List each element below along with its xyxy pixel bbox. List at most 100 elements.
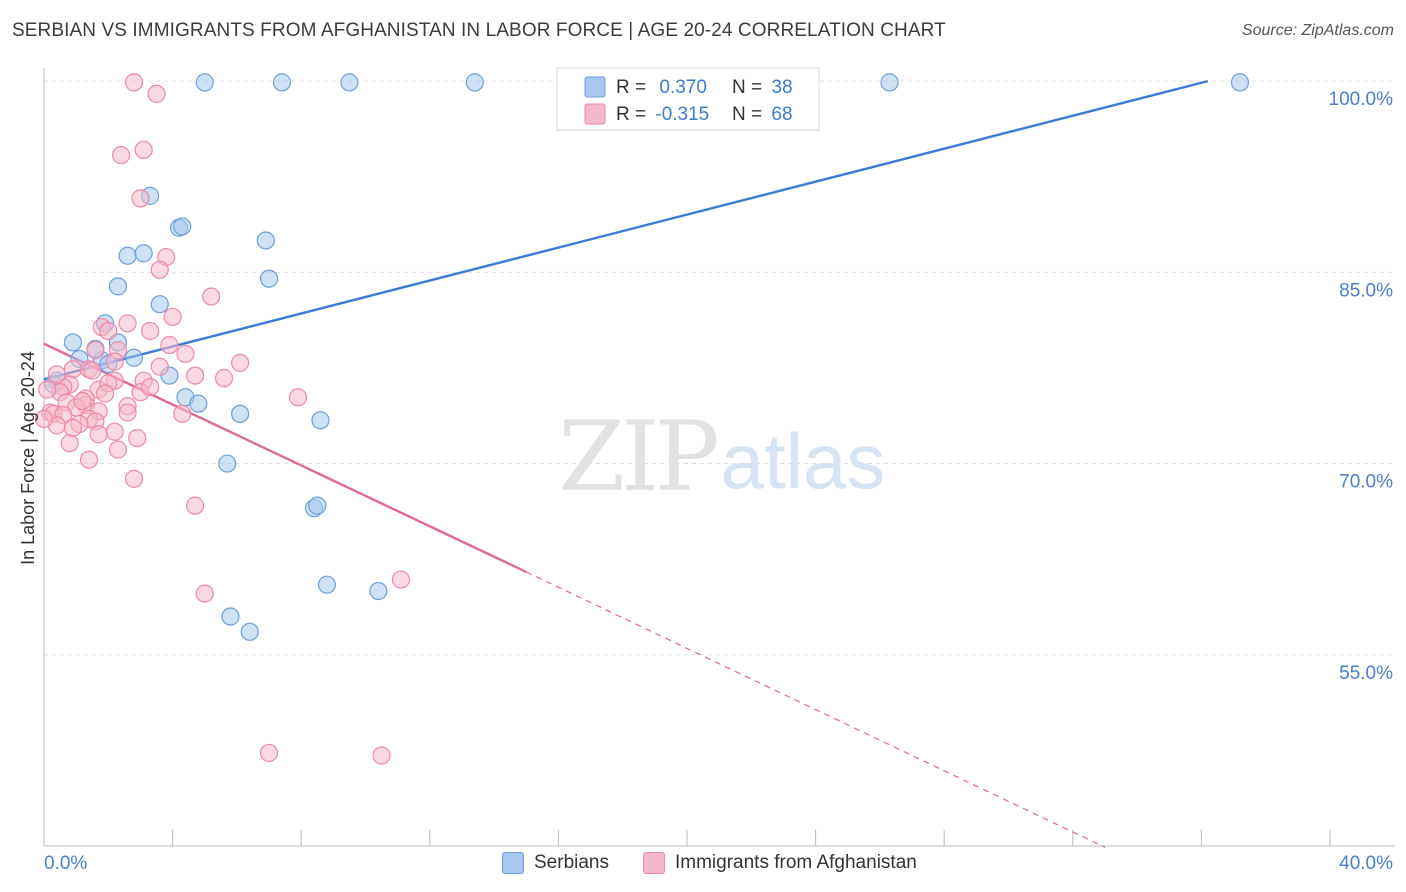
point-serbians xyxy=(195,73,214,92)
point-serbians xyxy=(231,404,250,423)
point-serbians xyxy=(63,333,83,352)
point-serbians xyxy=(240,622,259,641)
legend-r-value-2: -0.315 xyxy=(655,104,709,125)
point-serbians xyxy=(272,73,292,92)
point-afghanistan xyxy=(105,422,124,441)
legend-swatch-serbians-bottom xyxy=(502,852,524,874)
point-afghanistan xyxy=(150,357,169,376)
point-afghanistan xyxy=(160,335,179,355)
point-serbians xyxy=(369,581,388,601)
point-afghanistan xyxy=(118,403,137,422)
legend-n-value-1: 38 xyxy=(771,77,792,98)
point-afghanistan xyxy=(63,360,83,379)
point-afghanistan xyxy=(134,140,153,160)
axes xyxy=(43,68,1395,847)
trendline-afghanistan-extension xyxy=(525,571,1106,848)
y-axis-label: In Labor Force | Age 20-24 xyxy=(18,351,38,565)
point-afghanistan xyxy=(86,341,105,360)
point-serbians xyxy=(340,73,359,92)
legend-n-value-2: 68 xyxy=(771,104,792,125)
legend-item-afghanistan[interactable]: Immigrants from Afghanistan xyxy=(643,852,917,874)
point-afghanistan xyxy=(79,450,99,469)
watermark-zip: ZIP xyxy=(558,401,717,513)
point-serbians xyxy=(124,348,144,367)
point-serbians xyxy=(150,295,169,314)
svg-text:R = -0.315: R = -0.315 xyxy=(616,104,709,125)
point-serbians xyxy=(465,73,484,92)
point-serbians xyxy=(221,607,240,626)
point-afghanistan xyxy=(163,307,182,327)
legend-swatch-afghanistan xyxy=(584,103,606,125)
svg-text:N = 68: N = 68 xyxy=(732,104,793,125)
point-afghanistan xyxy=(391,570,410,589)
trend-lines xyxy=(43,79,1209,848)
point-afghanistan xyxy=(186,366,205,385)
point-afghanistan xyxy=(63,418,83,437)
point-afghanistan xyxy=(124,73,144,92)
svg-text:N = 38: N = 38 xyxy=(732,77,793,98)
y-tick-label: 85.0% xyxy=(1339,280,1393,301)
legend-label-afghanistan: Immigrants from Afghanistan xyxy=(675,852,917,873)
point-afghanistan xyxy=(38,380,57,399)
point-serbians xyxy=(259,269,279,288)
point-afghanistan xyxy=(231,353,250,372)
point-afghanistan xyxy=(105,352,124,371)
point-serbians xyxy=(108,277,128,296)
legend-r-value-1: 0.370 xyxy=(659,77,707,98)
watermark-atlas: atlas xyxy=(721,417,886,505)
tick-labels: 100.0% 85.0% 70.0% 55.0% 0.0% 40.0% xyxy=(44,89,1393,874)
trendline-afghanistan xyxy=(43,342,527,574)
x-tick-label: 0.0% xyxy=(44,853,87,874)
legend-n-label-2: N = xyxy=(732,104,767,125)
series-legend: Serbians Immigrants from Afghanistan xyxy=(0,850,1406,880)
point-serbians xyxy=(134,244,153,263)
source-note: Source: ZipAtlas.com xyxy=(1241,22,1394,39)
point-afghanistan xyxy=(34,409,54,429)
stats-legend: R = 0.370 N = 38 R = -0.315 N = 68 xyxy=(556,67,820,131)
y-tick-label: 100.0% xyxy=(1329,89,1394,110)
point-afghanistan xyxy=(195,584,214,603)
legend-item-serbians[interactable]: Serbians xyxy=(502,852,609,874)
point-afghanistan xyxy=(140,321,160,341)
y-tick-label: 55.0% xyxy=(1339,663,1393,684)
point-serbians xyxy=(218,454,237,473)
point-afghanistan xyxy=(140,377,160,397)
point-afghanistan xyxy=(118,314,137,333)
trendline-serbians xyxy=(43,79,1209,381)
y-tick-label: 70.0% xyxy=(1339,472,1393,493)
point-afghanistan xyxy=(214,369,234,388)
point-serbians xyxy=(317,575,337,594)
point-afghanistan xyxy=(150,260,169,279)
point-afghanistan xyxy=(60,434,79,453)
point-afghanistan xyxy=(83,361,102,380)
legend-swatch-serbians xyxy=(584,76,606,98)
point-afghanistan xyxy=(173,404,192,423)
legend-r-label-1: R = xyxy=(616,77,651,98)
point-serbians xyxy=(880,73,899,92)
watermark: ZIP atlas xyxy=(558,401,885,513)
point-afghanistan xyxy=(112,145,131,165)
point-serbians xyxy=(308,496,327,515)
legend-label-serbians: Serbians xyxy=(534,852,609,873)
legend-n-label-1: N = xyxy=(732,77,767,98)
point-afghanistan xyxy=(176,344,195,364)
point-afghanistan xyxy=(73,391,92,411)
point-afghanistan xyxy=(288,388,308,407)
svg-text:R = 0.370: R = 0.370 xyxy=(616,77,707,98)
point-serbians xyxy=(189,394,208,413)
point-afghanistan xyxy=(147,84,166,103)
point-afghanistan xyxy=(131,189,150,208)
point-afghanistan xyxy=(128,428,147,448)
point-serbians xyxy=(173,217,192,236)
point-afghanistan xyxy=(259,743,279,763)
point-afghanistan xyxy=(202,287,221,306)
point-afghanistan xyxy=(95,384,115,403)
point-afghanistan xyxy=(89,425,108,444)
point-afghanistan xyxy=(372,746,391,765)
point-afghanistan xyxy=(99,321,118,341)
x-tick-label: 40.0% xyxy=(1339,853,1393,874)
legend-swatch-afghanistan-bottom xyxy=(643,852,665,874)
point-afghanistan xyxy=(124,469,144,488)
point-afghanistan xyxy=(186,496,205,515)
